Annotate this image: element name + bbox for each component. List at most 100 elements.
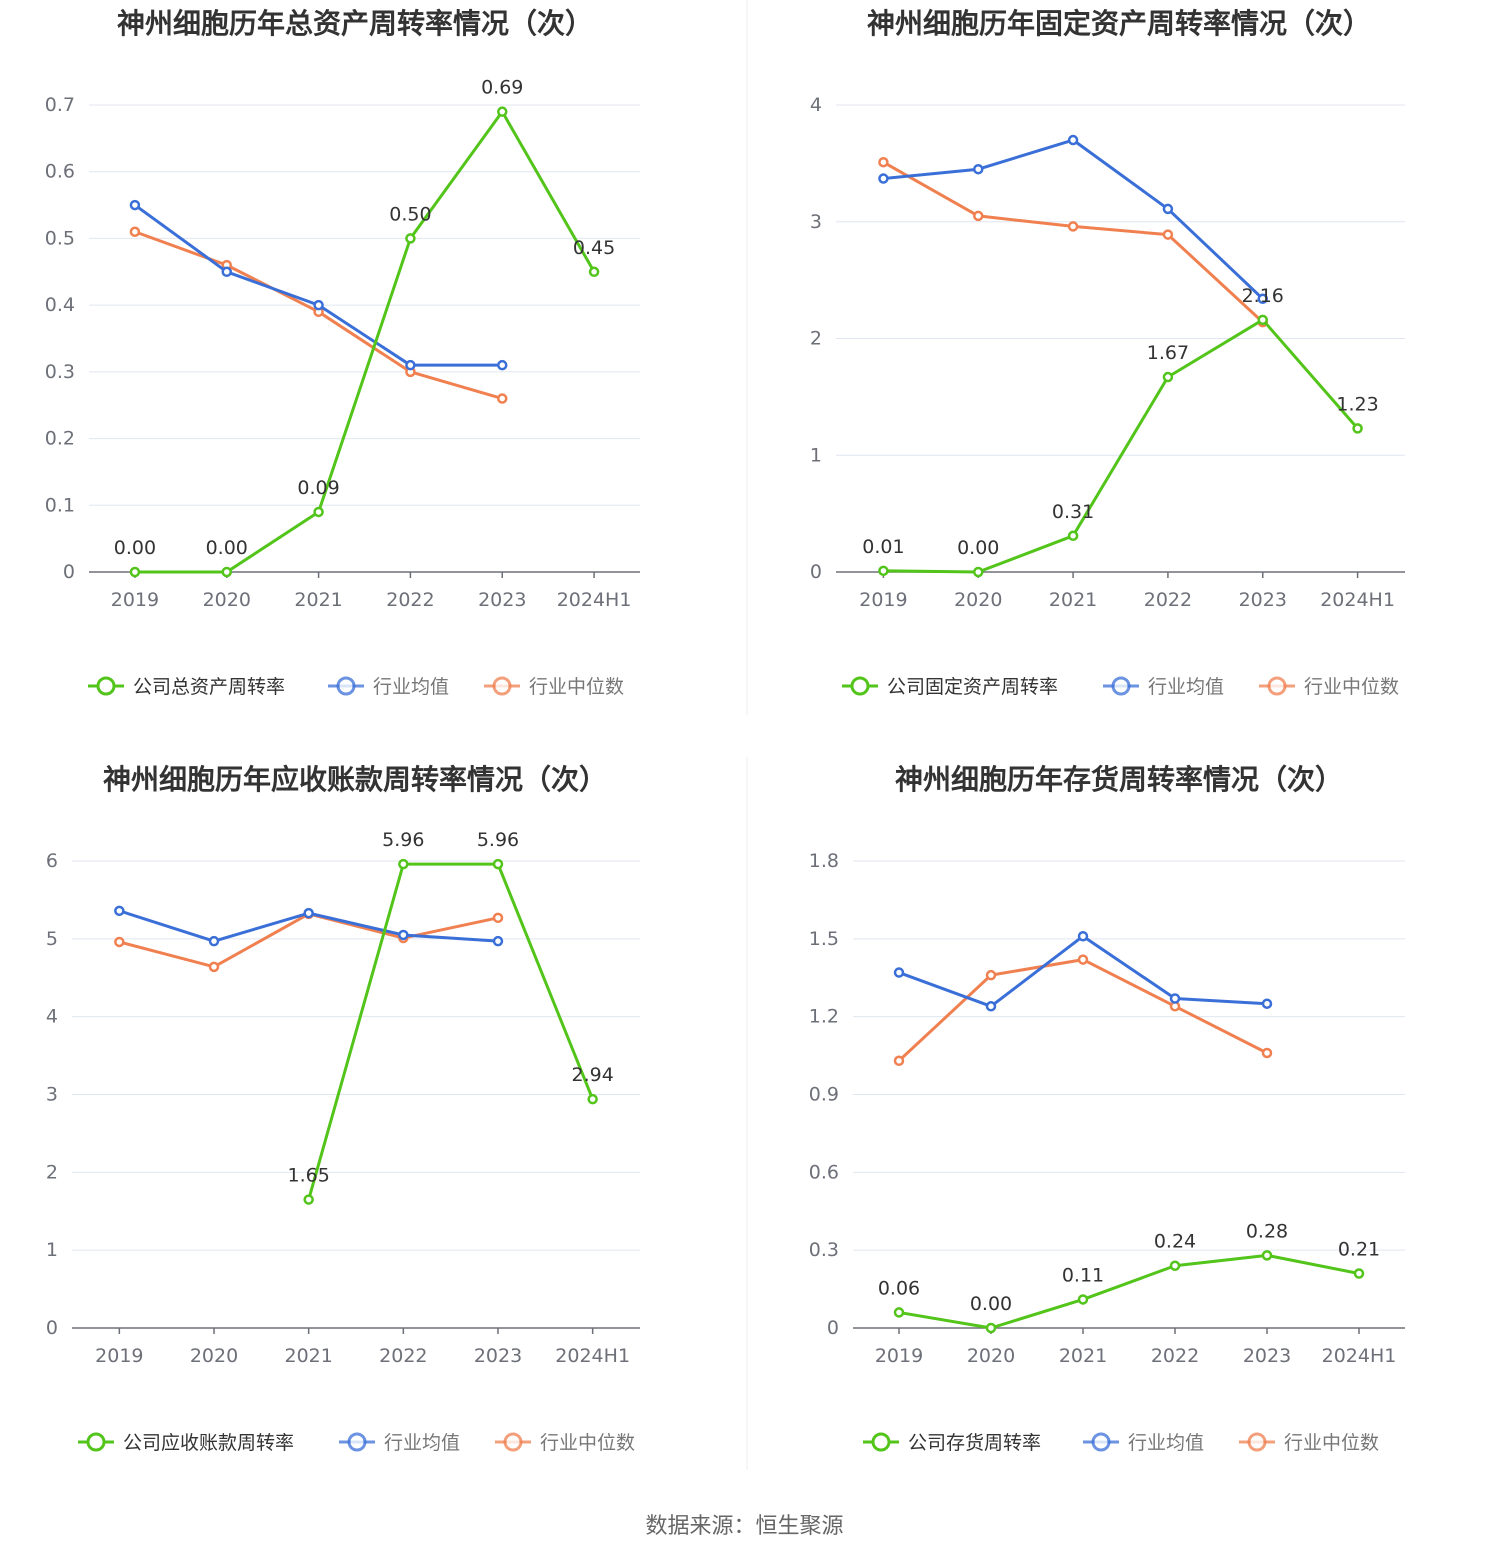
data-point-industry_median bbox=[208, 961, 220, 973]
x-tick-label: 2021 bbox=[1049, 589, 1097, 611]
series-line-company bbox=[883, 318, 1359, 574]
y-tick-label: 2 bbox=[810, 328, 822, 350]
data-label: 0.50 bbox=[389, 203, 431, 225]
data-point-industry_avg bbox=[973, 163, 984, 175]
data-point-company bbox=[588, 266, 600, 278]
x-tick-label: 2024H1 bbox=[557, 589, 632, 611]
data-point-company bbox=[221, 566, 232, 578]
series-line-industry_median bbox=[882, 160, 1264, 324]
data-point-industry_avg bbox=[303, 907, 314, 919]
series-line-company bbox=[898, 1253, 1360, 1330]
y-tick-label: 0.2 bbox=[45, 428, 75, 450]
x-tick-label: 2021 bbox=[284, 1345, 332, 1367]
chart-title: 神州细胞历年应收账款周转率情况（次） bbox=[103, 763, 607, 796]
data-point-industry_median bbox=[1261, 1047, 1273, 1059]
legend-swatch-marker bbox=[850, 676, 870, 696]
chart-title: 神州细胞历年固定资产周转率情况（次） bbox=[867, 7, 1371, 40]
chart-title: 神州细胞历年存货周转率情况（次） bbox=[895, 763, 1343, 796]
data-point-industry_avg bbox=[313, 299, 324, 311]
data-point-company bbox=[1261, 1250, 1273, 1261]
y-tick-label: 1 bbox=[810, 444, 822, 466]
y-tick-label: 0 bbox=[63, 561, 75, 583]
data-label: 0.06 bbox=[878, 1277, 920, 1299]
legend-label: 行业中位数 bbox=[1304, 676, 1399, 698]
legend-swatch-marker bbox=[347, 1432, 367, 1452]
series-line-industry_avg bbox=[883, 138, 1264, 300]
data-label: 5.96 bbox=[382, 829, 424, 851]
x-tick-label: 2023 bbox=[474, 1345, 522, 1367]
x-tick-label: 2022 bbox=[379, 1345, 427, 1367]
data-point-industry_median bbox=[973, 210, 984, 222]
data-point-industry_avg bbox=[985, 1001, 997, 1012]
legend-swatch-marker bbox=[1111, 676, 1131, 696]
legend-label: 行业中位数 bbox=[540, 1432, 635, 1454]
legend-item-industry_median: 行业中位数 bbox=[495, 1432, 635, 1454]
series-line-industry_median bbox=[118, 912, 499, 969]
data-point-industry_avg bbox=[1257, 293, 1268, 305]
legend-label: 行业均值 bbox=[1128, 1432, 1204, 1454]
data-label: 0.21 bbox=[1338, 1239, 1380, 1261]
data-label: 5.96 bbox=[477, 829, 519, 851]
legend-swatch-marker bbox=[1267, 676, 1287, 696]
data-point-company bbox=[878, 565, 889, 577]
x-tick-label: 2020 bbox=[967, 1345, 1015, 1367]
y-tick-label: 0.6 bbox=[45, 161, 75, 183]
legend-label: 行业均值 bbox=[384, 1432, 460, 1454]
data-point-industry_avg bbox=[398, 929, 409, 941]
x-tick-label: 2021 bbox=[294, 589, 342, 611]
legend-swatch-marker bbox=[86, 1432, 106, 1452]
legend-label: 公司应收账款周转率 bbox=[123, 1432, 294, 1454]
y-tick-label: 5 bbox=[46, 928, 58, 950]
y-tick-label: 0.7 bbox=[45, 94, 75, 116]
series-line-industry_median bbox=[897, 958, 1268, 1062]
data-label: 0.69 bbox=[481, 77, 523, 99]
series-line-industry_avg bbox=[134, 203, 503, 367]
data-label: 2.16 bbox=[1242, 285, 1284, 307]
data-point-company bbox=[973, 566, 984, 578]
legend-item-company: 公司存货周转率 bbox=[863, 1432, 1041, 1454]
data-point-industry_avg bbox=[497, 359, 508, 371]
x-tick-label: 2024H1 bbox=[1322, 1345, 1397, 1367]
y-tick-label: 0 bbox=[810, 561, 822, 583]
data-point-company bbox=[1257, 314, 1268, 326]
data-label: 0.00 bbox=[206, 537, 248, 559]
legend-item-company: 公司总资产周转率 bbox=[88, 676, 285, 698]
y-tick-label: 0.1 bbox=[45, 494, 75, 516]
y-tick-label: 1.8 bbox=[809, 850, 839, 872]
x-tick-label: 2024H1 bbox=[555, 1345, 630, 1367]
data-label: 0.01 bbox=[862, 536, 904, 558]
data-point-industry_avg bbox=[492, 935, 504, 947]
data-point-company bbox=[398, 858, 409, 870]
data-point-company bbox=[1169, 1260, 1181, 1271]
data-point-industry_avg bbox=[221, 266, 232, 278]
y-tick-label: 4 bbox=[810, 94, 822, 116]
legend-label: 公司固定资产周转率 bbox=[887, 676, 1058, 698]
data-label: 1.67 bbox=[1147, 342, 1189, 364]
data-point-industry_avg bbox=[405, 359, 416, 371]
data-point-industry_median bbox=[497, 393, 508, 404]
y-tick-label: 0.5 bbox=[45, 227, 75, 249]
data-point-company bbox=[1162, 371, 1174, 383]
x-tick-label: 2020 bbox=[190, 1345, 238, 1367]
data-point-industry_avg bbox=[1261, 998, 1273, 1009]
chart-title: 神州细胞历年总资产周转率情况（次） bbox=[117, 7, 593, 40]
data-point-company bbox=[303, 1194, 314, 1205]
data-label: 0.24 bbox=[1154, 1231, 1196, 1253]
data-point-company bbox=[1352, 423, 1363, 434]
data-label: 0.09 bbox=[297, 477, 339, 499]
data-point-company bbox=[1353, 1268, 1365, 1279]
data-point-industry_median bbox=[492, 912, 504, 924]
data-point-industry_median bbox=[1162, 229, 1174, 240]
x-tick-label: 2020 bbox=[203, 589, 251, 611]
chart-panel-2: 神州细胞历年固定资产周转率情况（次） 0 1 2 3 4 2019 2020 2021 2022 2… bbox=[810, 7, 1405, 698]
data-label: 0.00 bbox=[114, 537, 156, 559]
legend-item-industry_avg: 行业均值 bbox=[1083, 1432, 1204, 1454]
x-tick-label: 2021 bbox=[1059, 1345, 1107, 1367]
series-line-company bbox=[307, 862, 595, 1200]
legend-label: 行业中位数 bbox=[529, 676, 624, 698]
data-point-industry_avg bbox=[1169, 993, 1181, 1004]
data-point-company bbox=[1077, 1294, 1089, 1305]
data-point-industry_avg bbox=[893, 967, 905, 978]
data-point-company bbox=[497, 106, 508, 117]
data-label: 1.65 bbox=[288, 1165, 330, 1187]
